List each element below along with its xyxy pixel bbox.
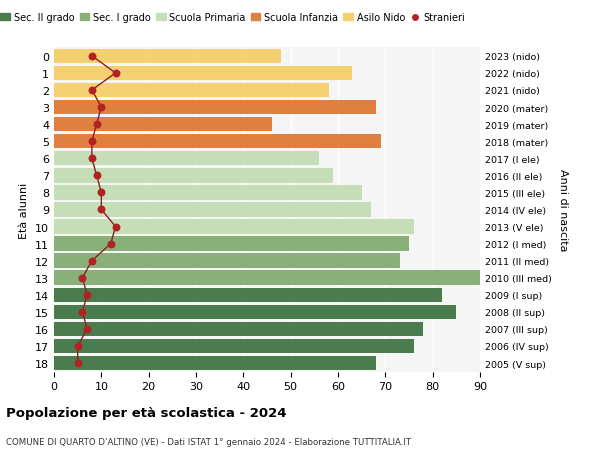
Point xyxy=(87,53,97,61)
Point xyxy=(87,138,97,146)
Text: COMUNE DI QUARTO D'ALTINO (VE) - Dati ISTAT 1° gennaio 2024 - Elaborazione TUTTI: COMUNE DI QUARTO D'ALTINO (VE) - Dati IS… xyxy=(6,437,411,446)
Bar xyxy=(54,134,380,149)
Text: Popolazione per età scolastica - 2024: Popolazione per età scolastica - 2024 xyxy=(6,406,287,419)
Bar xyxy=(54,254,400,269)
Legend: Sec. II grado, Sec. I grado, Scuola Primaria, Scuola Infanzia, Asilo Nido, Stran: Sec. II grado, Sec. I grado, Scuola Prim… xyxy=(0,9,469,27)
Point xyxy=(73,359,82,367)
Point xyxy=(106,241,116,248)
Bar xyxy=(54,101,376,115)
Bar xyxy=(54,169,333,183)
Y-axis label: Anni di nascita: Anni di nascita xyxy=(559,169,568,251)
Bar xyxy=(54,305,457,319)
Bar xyxy=(54,186,362,200)
Bar xyxy=(54,118,272,132)
Bar xyxy=(54,220,414,234)
Point xyxy=(111,224,121,231)
Point xyxy=(92,121,101,129)
Point xyxy=(82,325,92,333)
Point xyxy=(97,189,106,196)
Y-axis label: Età alunni: Età alunni xyxy=(19,182,29,238)
Bar xyxy=(54,271,480,285)
Point xyxy=(73,342,82,350)
Point xyxy=(97,104,106,112)
Point xyxy=(97,207,106,214)
Point xyxy=(82,291,92,299)
Bar xyxy=(54,322,423,336)
Bar xyxy=(54,237,409,251)
Bar xyxy=(54,151,319,166)
Bar xyxy=(54,339,414,353)
Point xyxy=(87,87,97,95)
Point xyxy=(77,308,87,316)
Point xyxy=(111,70,121,78)
Bar xyxy=(54,84,329,98)
Point xyxy=(87,155,97,162)
Point xyxy=(92,172,101,179)
Bar xyxy=(54,356,376,370)
Bar xyxy=(54,203,371,217)
Point xyxy=(77,274,87,282)
Bar xyxy=(54,288,442,302)
Bar xyxy=(54,50,281,64)
Bar xyxy=(54,67,352,81)
Point xyxy=(87,257,97,265)
